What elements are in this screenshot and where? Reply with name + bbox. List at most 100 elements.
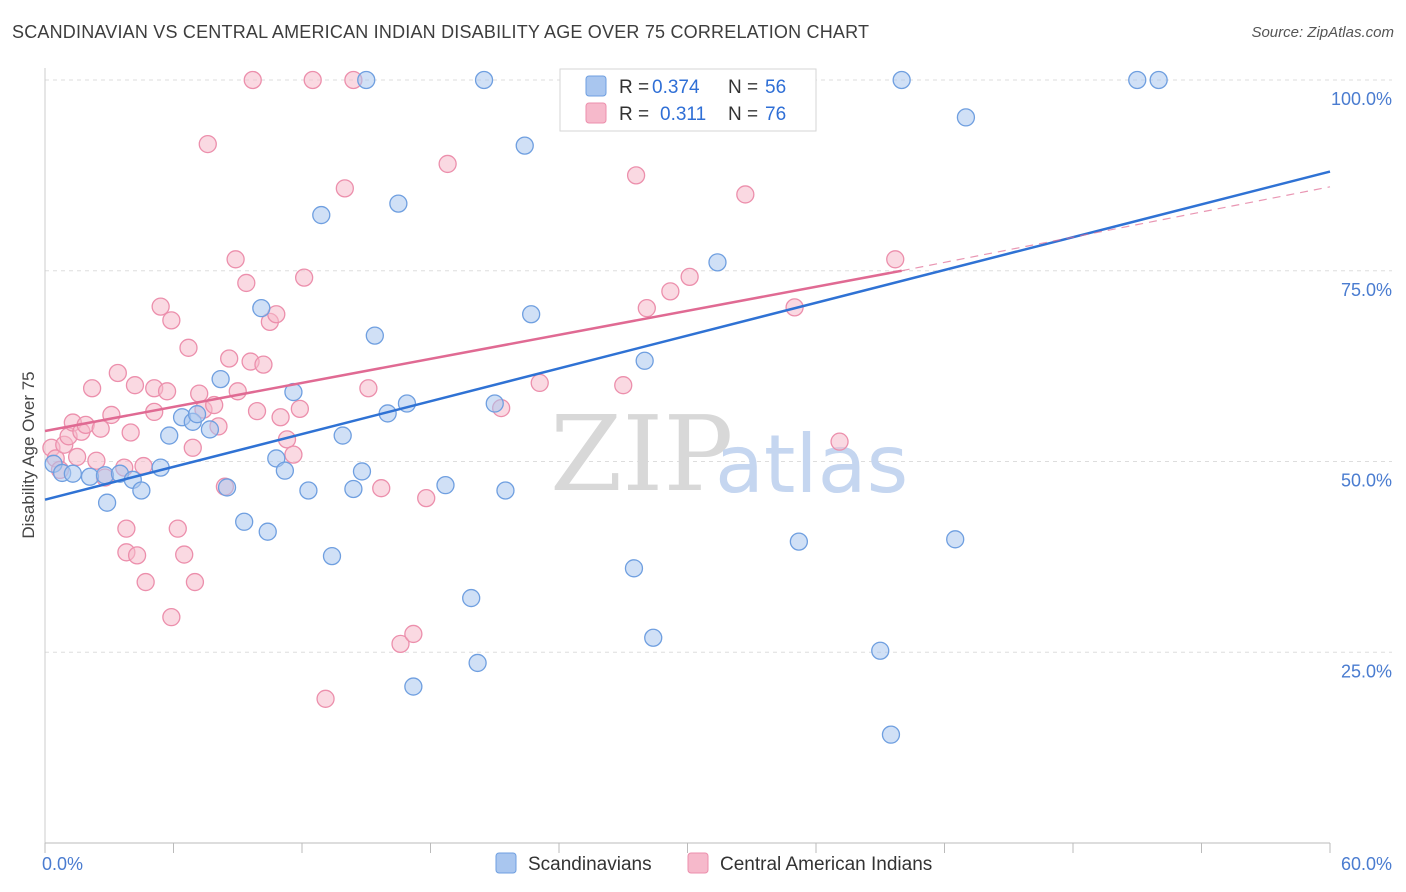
legend-r-label-blue: R = bbox=[619, 77, 649, 98]
central-american-indian-point-51 bbox=[294, 268, 314, 287]
central-american-indian-point-64 bbox=[626, 166, 646, 185]
scandinavian-point-35 bbox=[462, 588, 481, 608]
y-tick-label-100: 100.0% bbox=[1331, 89, 1392, 109]
central-american-indian-point-60 bbox=[438, 154, 457, 174]
central-american-indian-point-30 bbox=[162, 608, 181, 627]
y-axis-title: Disability Age Over 75 bbox=[19, 371, 38, 538]
central-american-indian-point-18 bbox=[117, 519, 136, 538]
trend-line-central-american-indians-extension bbox=[901, 186, 1331, 272]
central-american-indian-point-66 bbox=[661, 282, 680, 301]
scandinavian-point-41 bbox=[644, 628, 663, 647]
central-american-indian-point-49 bbox=[284, 445, 303, 464]
watermark-zip: ZIP bbox=[550, 393, 733, 515]
central-american-indian-point-55 bbox=[359, 379, 378, 398]
scandinavian-point-4 bbox=[95, 466, 115, 485]
central-american-indian-point-68 bbox=[736, 185, 755, 204]
scandinavian-point-43 bbox=[635, 351, 654, 370]
central-american-indian-point-59 bbox=[417, 488, 436, 508]
central-american-indian-point-29 bbox=[179, 338, 198, 357]
central-american-indian-point-50 bbox=[290, 399, 310, 419]
bottom-legend-label-scandinavians: Scandinavians bbox=[528, 854, 652, 875]
scandinavian-point-55 bbox=[357, 70, 376, 90]
scandinavian-point-10 bbox=[160, 426, 179, 445]
central-american-indian-point-62 bbox=[530, 373, 549, 393]
central-american-indian-point-39 bbox=[226, 250, 245, 269]
legend-n-label-pink: N = bbox=[728, 104, 758, 125]
legend-n-label-blue: N = bbox=[728, 77, 758, 98]
scandinavian-point-54 bbox=[892, 70, 911, 90]
central-american-indian-point-58 bbox=[404, 624, 423, 644]
scandinavian-point-50 bbox=[474, 70, 494, 90]
scandinavian-point-18 bbox=[252, 298, 271, 318]
y-tick-label-50: 50.0% bbox=[1341, 471, 1392, 491]
scandinavian-point-38 bbox=[496, 481, 515, 500]
bottom-legend: Scandinavians Central American Indians bbox=[495, 852, 932, 875]
scandinavian-point-14 bbox=[200, 420, 220, 439]
central-american-indian-point-43 bbox=[247, 401, 267, 421]
central-american-indian-point-26 bbox=[162, 311, 181, 330]
scandinavian-point-31 bbox=[389, 194, 408, 213]
y-tick-label-75: 75.0% bbox=[1341, 280, 1392, 300]
central-american-indian-point-34 bbox=[198, 134, 217, 154]
central-american-indian-point-63 bbox=[614, 376, 633, 395]
central-american-indian-point-52 bbox=[303, 70, 322, 90]
central-american-indian-point-14 bbox=[108, 363, 127, 383]
scandinavian-point-29 bbox=[365, 326, 384, 345]
central-american-indian-point-54 bbox=[335, 179, 354, 198]
scandinavian-point-17 bbox=[235, 512, 254, 531]
scandinavian-point-25 bbox=[322, 546, 342, 566]
top-legend: R = 0.374 N = 56 R = 0.311 N = 76 bbox=[559, 68, 817, 132]
x-tick-label-max: 60.0% bbox=[1341, 854, 1392, 874]
scandinavian-point-8 bbox=[97, 493, 117, 512]
scandinavian-point-48 bbox=[956, 108, 976, 127]
scandinavian-point-28 bbox=[352, 462, 372, 481]
central-american-indian-point-71 bbox=[886, 250, 905, 269]
central-american-indian-point-44 bbox=[254, 355, 273, 374]
watermark-atlas: atlas bbox=[715, 418, 908, 511]
central-american-indian-point-67 bbox=[680, 267, 699, 287]
central-american-indian-point-24 bbox=[151, 297, 170, 316]
y-tick-label-25: 25.0% bbox=[1341, 661, 1392, 681]
trend-lines bbox=[44, 170, 1331, 501]
central-american-indian-point-57 bbox=[391, 634, 410, 654]
scandinavian-point-16 bbox=[217, 478, 237, 497]
scandinavian-point-15 bbox=[211, 369, 230, 389]
scandinavian-point-7 bbox=[132, 481, 151, 500]
scandinavian-point-2 bbox=[63, 464, 82, 483]
central-american-indian-point-6 bbox=[67, 447, 87, 467]
legend-r-value-blue: 0.374 bbox=[652, 77, 700, 98]
central-american-indian-point-28 bbox=[175, 545, 194, 564]
central-american-indian-point-72 bbox=[243, 70, 262, 90]
trend-line-scandinavians bbox=[44, 170, 1331, 501]
scandinavian-point-26 bbox=[333, 426, 352, 445]
central-american-indian-point-27 bbox=[168, 519, 187, 538]
scandinavian-point-46 bbox=[871, 641, 890, 660]
central-american-indian-point-25 bbox=[157, 382, 177, 401]
series-scandinavians bbox=[44, 70, 1168, 744]
central-american-indian-point-32 bbox=[190, 384, 209, 403]
axes bbox=[44, 68, 1331, 853]
central-american-indian-point-17 bbox=[125, 376, 145, 395]
central-american-indian-point-53 bbox=[316, 689, 335, 708]
central-american-indian-point-38 bbox=[220, 349, 239, 368]
chart-title: SCANDINAVIAN VS CENTRAL AMERICAN INDIAN … bbox=[12, 22, 870, 42]
scandinavian-point-47 bbox=[881, 725, 901, 744]
scandinavian-point-21 bbox=[275, 461, 295, 480]
scandinavian-point-3 bbox=[80, 467, 100, 486]
trend-line-central-american-indians bbox=[44, 269, 902, 433]
scandinavian-point-52 bbox=[1149, 70, 1168, 90]
legend-r-label-pink: R = bbox=[619, 104, 649, 125]
central-american-indian-point-31 bbox=[183, 438, 202, 457]
scandinavian-point-49 bbox=[946, 530, 965, 549]
legend-swatch-blue bbox=[585, 75, 607, 97]
central-american-indian-point-10 bbox=[87, 451, 106, 470]
central-american-indian-point-56 bbox=[372, 479, 391, 498]
legend-n-value-blue: 56 bbox=[765, 77, 786, 98]
scandinavian-point-42 bbox=[624, 559, 644, 578]
bottom-legend-label-central-american-indians: Central American Indians bbox=[720, 854, 932, 875]
legend-swatch-pink bbox=[585, 102, 607, 124]
scandinavian-point-23 bbox=[299, 481, 318, 500]
central-american-indian-point-9 bbox=[82, 379, 102, 398]
central-american-indian-point-75 bbox=[136, 572, 155, 592]
